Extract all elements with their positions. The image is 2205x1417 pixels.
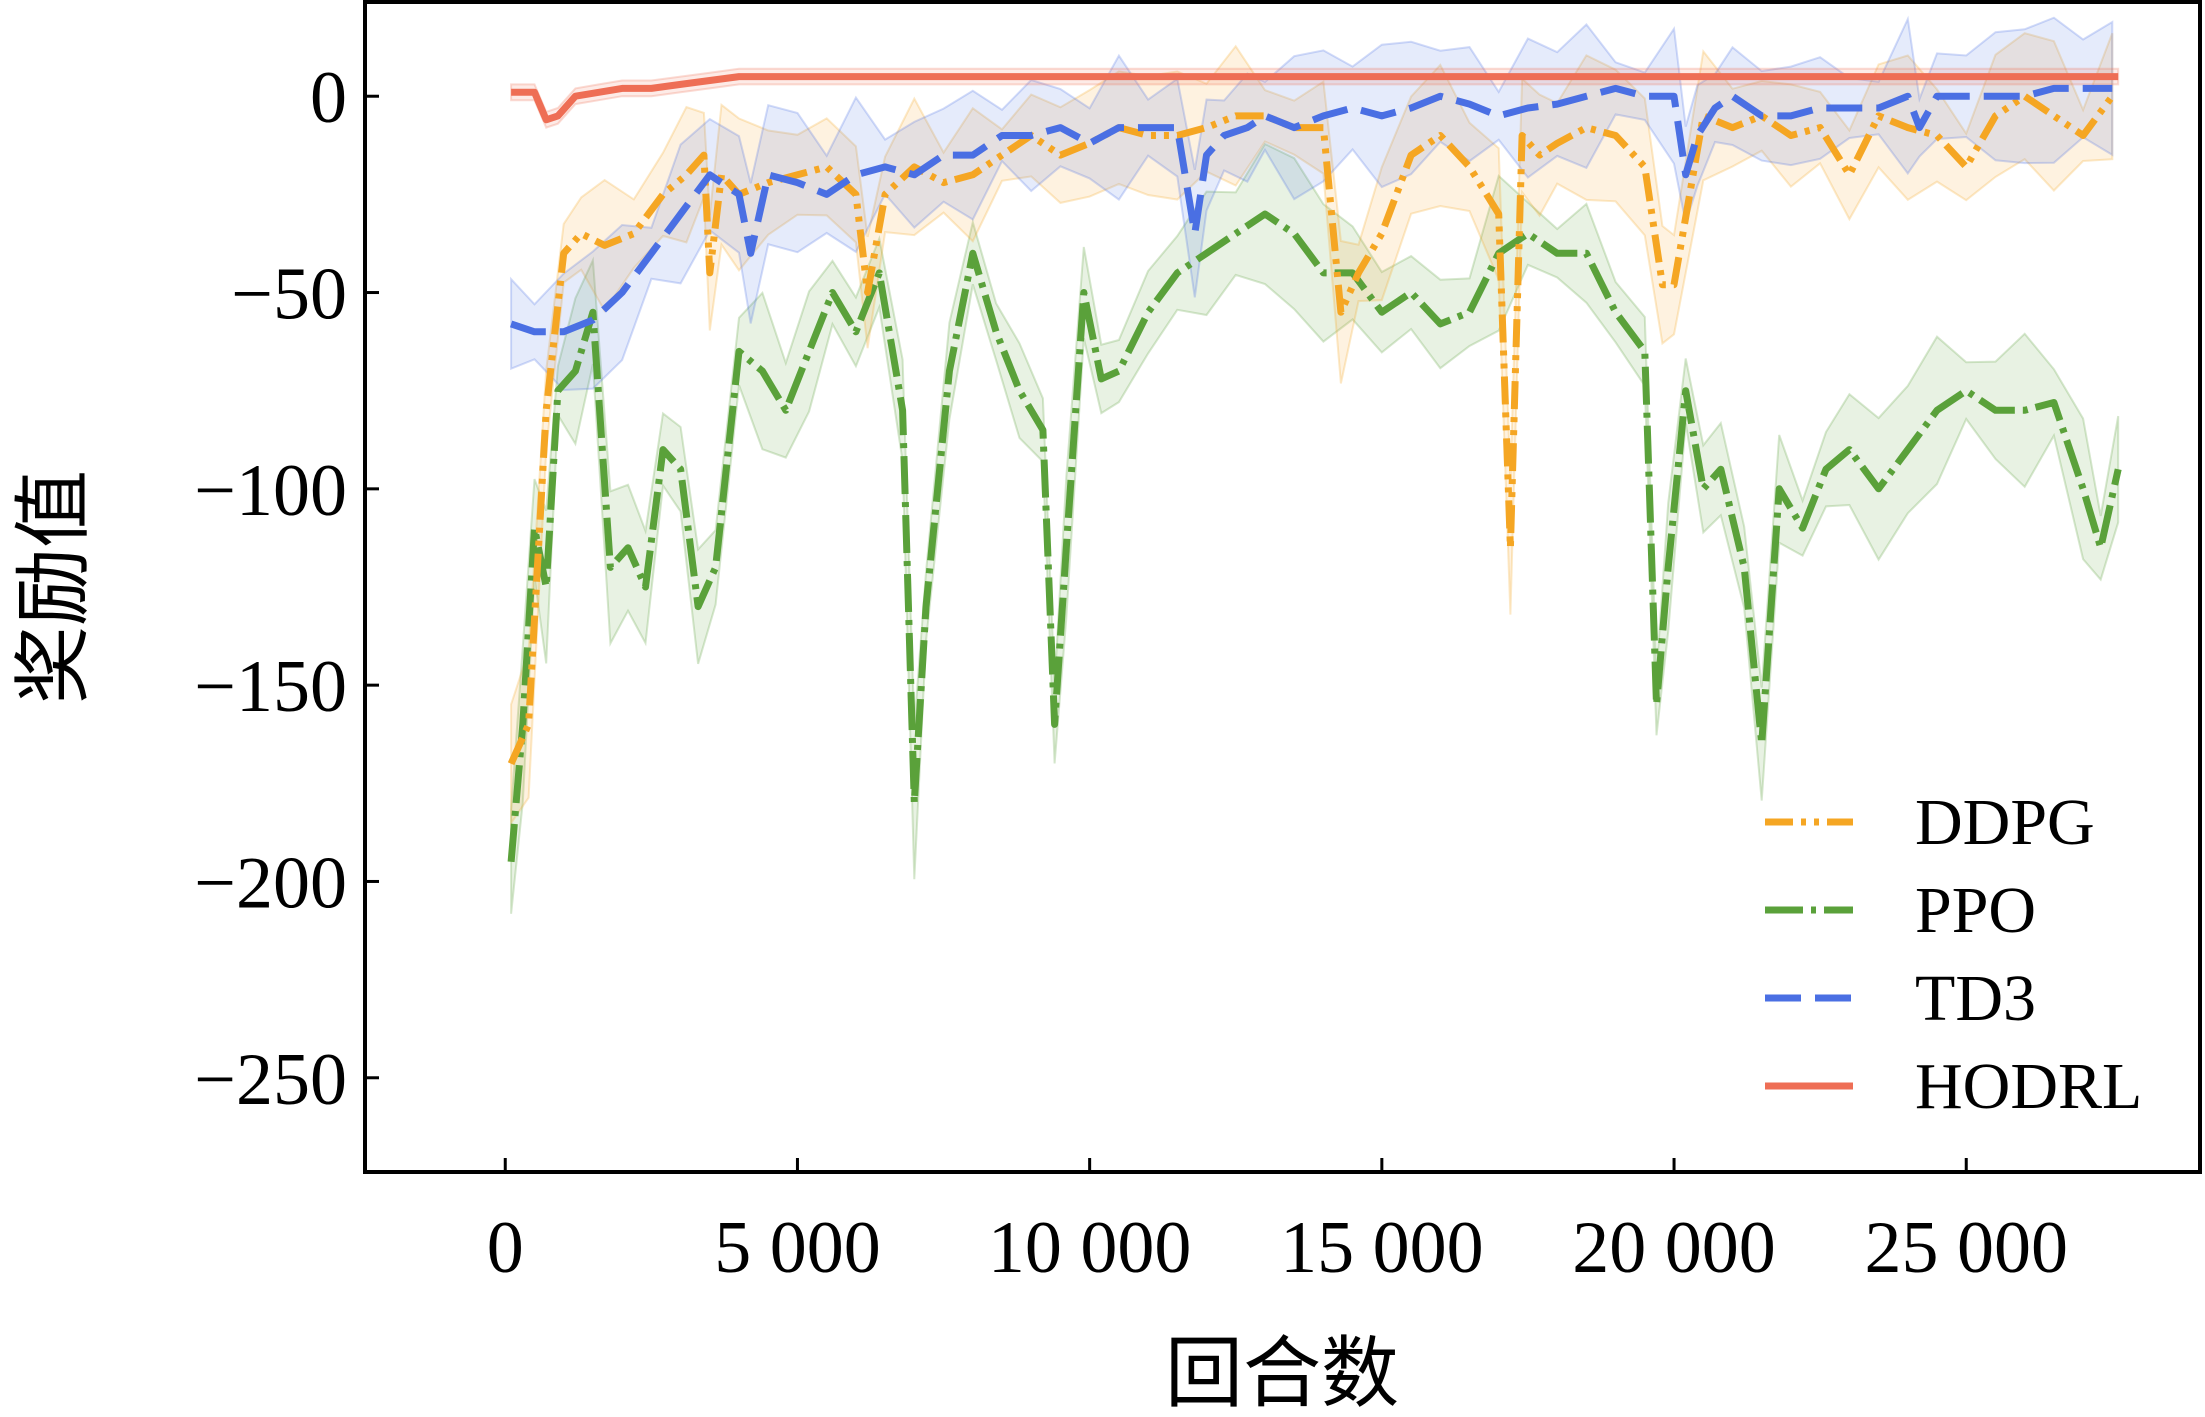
x-tick-label: 10 000 (988, 1207, 1192, 1289)
band-ddpg (510, 32, 2114, 827)
legend-label-td3: TD3 (1915, 962, 2036, 1035)
series-line-hodrl (511, 73, 2119, 124)
series-line-ppo (507, 210, 2122, 863)
confidence-bands (510, 15, 2120, 914)
y-axis-title: 奖励值 (9, 470, 99, 704)
band-hodrl (510, 67, 2120, 129)
y-tick-label: −50 (231, 254, 347, 336)
x-tick-label: 5 000 (714, 1207, 881, 1289)
y-tick-label: −150 (194, 646, 347, 728)
plot-area: 0 5 000 10 000 15 000 20 000 25 000 0 −50 −100 −… (194, 0, 2202, 1289)
legend-label-ddpg: DDPG (1915, 786, 2095, 859)
x-tick-label: 25 000 (1864, 1207, 2068, 1289)
axes-frame (363, 0, 2202, 1174)
y-tick-label: −200 (194, 842, 347, 924)
series-line-td3 (509, 84, 2113, 336)
legend-label-ppo: PPO (1915, 874, 2036, 947)
y-axis: 0 −50 −100 −150 −200 −250 (194, 57, 379, 1121)
x-tick-label: 15 000 (1280, 1207, 1484, 1289)
series-line-ddpg (507, 92, 2116, 766)
y-tick-label: −100 (194, 450, 347, 532)
legend: DDPG PPO TD3 HODRL (1765, 786, 2142, 1123)
x-tick-label: 0 (487, 1207, 524, 1289)
x-axis-title: 回合数 (1165, 1329, 1399, 1417)
legend-label-hodrl: HODRL (1915, 1050, 2142, 1123)
x-tick-label: 20 000 (1572, 1207, 1776, 1289)
series-lines (507, 73, 2122, 863)
x-axis: 0 5 000 10 000 15 000 20 000 25 000 (487, 1158, 2068, 1289)
y-tick-label: 0 (310, 57, 347, 139)
y-tick-label: −250 (194, 1039, 347, 1121)
